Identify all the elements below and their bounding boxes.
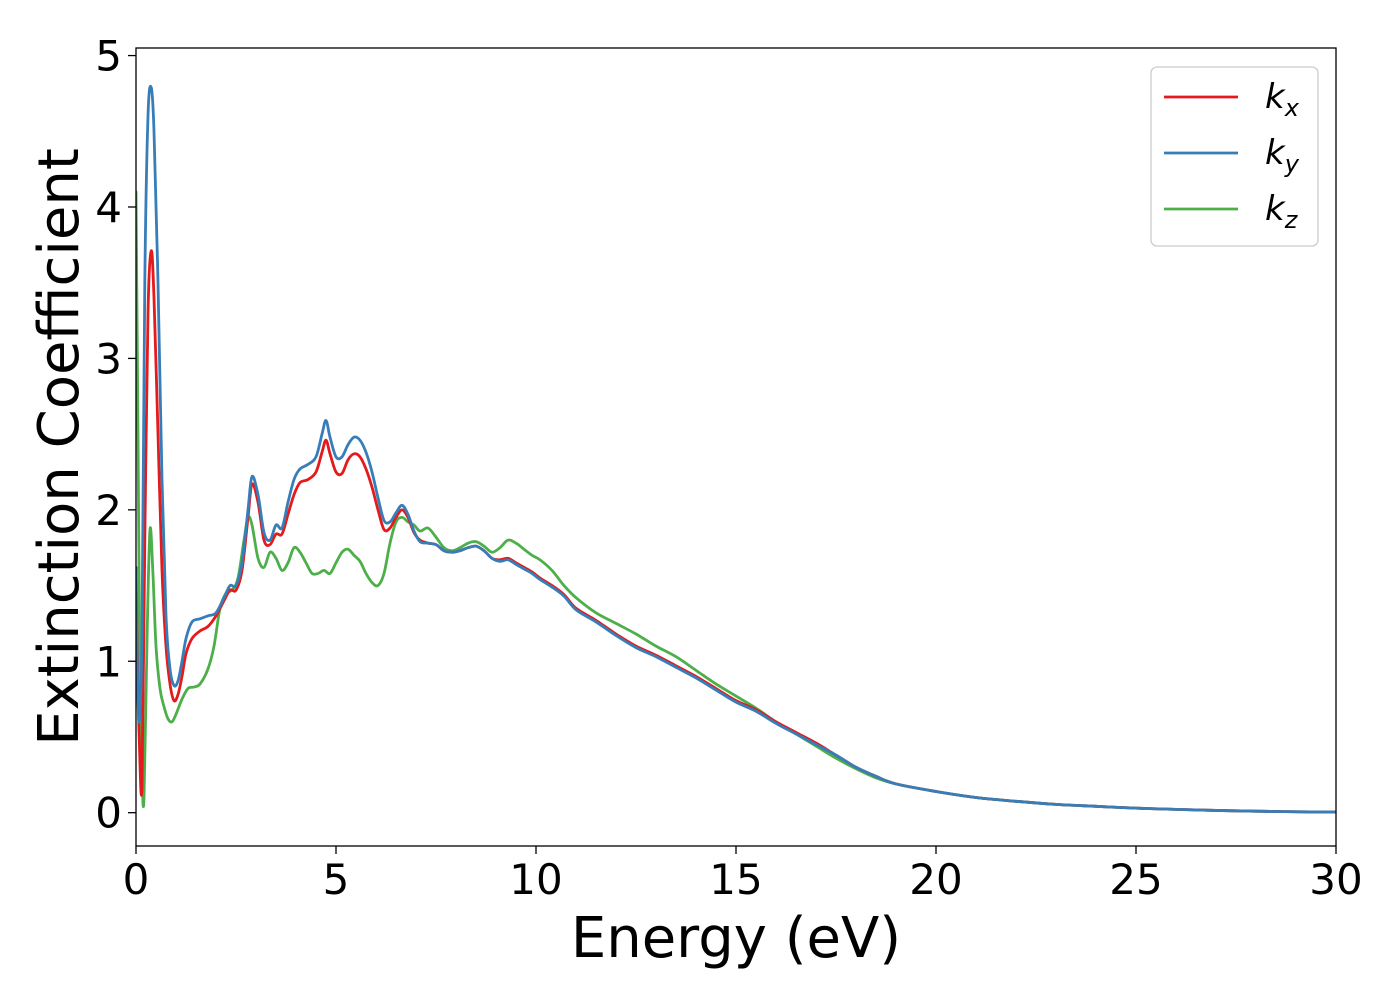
y-tick-label: 5 bbox=[95, 32, 122, 81]
y-tick-label: 3 bbox=[95, 334, 122, 383]
x-tick-label: 25 bbox=[1109, 855, 1162, 904]
y-tick-label: 4 bbox=[95, 183, 122, 232]
x-axis-label: Energy (eV) bbox=[571, 906, 901, 971]
legend-label-subscript: y bbox=[1284, 150, 1300, 178]
x-tick-label: 20 bbox=[909, 855, 962, 904]
series-layer bbox=[136, 84, 1336, 814]
y-axis: 0 1 2 3 4 5 bbox=[95, 32, 136, 838]
x-tick-label: 5 bbox=[323, 855, 350, 904]
x-tick-label: 30 bbox=[1309, 855, 1362, 904]
x-axis: 0 5 10 15 20 25 30 bbox=[123, 846, 1363, 904]
x-tick-label: 15 bbox=[709, 855, 762, 904]
y-tick-label: 1 bbox=[95, 637, 122, 686]
legend-frame bbox=[1150, 66, 1319, 247]
y-axis-label: Extinction Coefficient bbox=[27, 148, 92, 746]
series-line-ky bbox=[136, 84, 1336, 814]
series-line-kz bbox=[136, 190, 1336, 814]
legend-label-subscript: z bbox=[1284, 206, 1299, 234]
y-tick-label: 2 bbox=[95, 486, 122, 535]
series-line-kx bbox=[136, 249, 1336, 814]
x-tick-label: 0 bbox=[123, 855, 150, 904]
y-tick-label: 0 bbox=[95, 789, 122, 838]
x-tick-label: 10 bbox=[509, 855, 562, 904]
legend-label-subscript: x bbox=[1284, 94, 1300, 122]
legend-item-ky: ky bbox=[1164, 133, 1300, 178]
